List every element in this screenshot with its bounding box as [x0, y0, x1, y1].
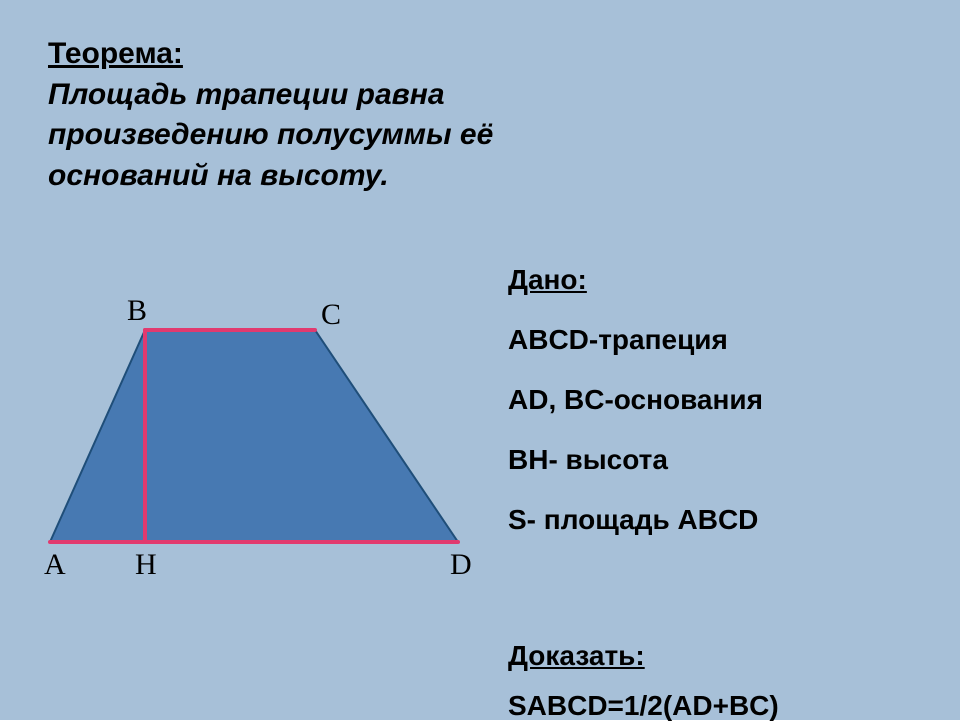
given-item-3: S- площадь ABCD [508, 504, 928, 536]
prove-title: Доказать: [508, 640, 948, 672]
theorem-line-4: оснований на высоту. [48, 156, 648, 197]
theorem-block: Теорема: Площадь трапеции равна произвед… [48, 34, 648, 196]
trapezoid-svg [30, 290, 490, 610]
trapezoid-polygon [50, 330, 458, 542]
theorem-body-2: произведению полусуммы её [48, 118, 493, 151]
vertex-label-A: A [44, 548, 66, 582]
prove-formula: SABCD=1/2(AD+BC) [508, 690, 948, 722]
vertex-label-H: H [135, 548, 157, 582]
vertex-label-C: C [321, 298, 341, 332]
vertex-label-B: B [127, 294, 147, 328]
theorem-line-1: Теорема: [48, 34, 648, 75]
vertex-label-D: D [450, 548, 472, 582]
theorem-title: Теорема: [48, 37, 183, 70]
given-item-1: AD, BC-основания [508, 384, 928, 416]
trapezoid-figure: A B C D H [30, 290, 490, 610]
theorem-line-2: Площадь трапеции равна [48, 75, 648, 116]
given-block: Дано: ABCD-трапеция AD, BC-основания BH-… [508, 264, 928, 536]
slide-content: Теорема: Площадь трапеции равна произвед… [0, 0, 960, 720]
prove-block: Доказать: SABCD=1/2(AD+BC) [508, 640, 948, 722]
given-title: Дано: [508, 264, 928, 296]
theorem-body-1: Площадь трапеции равна [48, 78, 445, 111]
theorem-body-3: оснований на высоту. [48, 159, 389, 192]
theorem-line-3: произведению полусуммы её [48, 115, 648, 156]
given-item-2: BH- высота [508, 444, 928, 476]
given-item-0: ABCD-трапеция [508, 324, 928, 356]
